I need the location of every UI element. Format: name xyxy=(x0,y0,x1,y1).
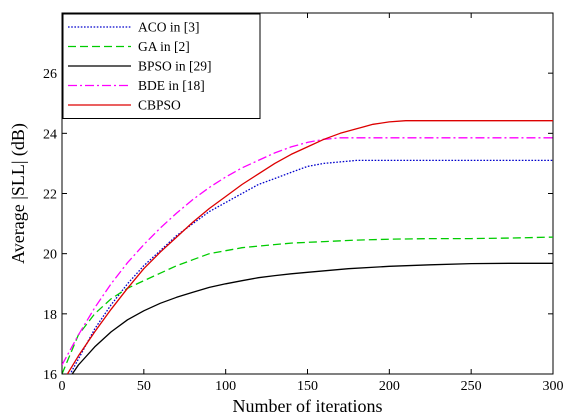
legend-label-1: ACO in [3] xyxy=(138,20,200,35)
x-tick-label: 250 xyxy=(461,379,482,394)
x-tick-label: 0 xyxy=(59,379,66,394)
x-axis-label: Number of iterations xyxy=(233,396,383,416)
x-tick-label: 150 xyxy=(297,379,318,394)
y-tick-label: 18 xyxy=(43,308,57,323)
series-line-2 xyxy=(62,236,553,374)
x-tick-label: 300 xyxy=(543,379,563,394)
series-layer xyxy=(62,120,553,374)
series-line-3 xyxy=(71,262,553,374)
series-line-5 xyxy=(66,120,553,374)
y-tick-label: 20 xyxy=(43,248,57,263)
y-axis-label: Average |SLL| (dB) xyxy=(8,123,29,264)
legend: ACO in [3] GA in [2] BPSO in [29] BDE in [1… xyxy=(62,13,261,119)
legend-label-3: BPSO in [29] xyxy=(138,59,212,74)
y-tick-label: 16 xyxy=(43,368,57,383)
tick-layer: 0 50 100 150 200 250 300 16 18 20 22 24 26 xyxy=(43,13,563,394)
x-tick-label: 100 xyxy=(215,379,236,394)
y-tick-label: 24 xyxy=(43,127,57,142)
x-tick-label: 200 xyxy=(379,379,400,394)
y-tick-label: 22 xyxy=(43,188,57,203)
legend-label-5: CBPSO xyxy=(138,98,181,113)
series-line-4 xyxy=(62,137,553,366)
x-tick-label: 50 xyxy=(137,379,151,394)
y-tick-label: 26 xyxy=(43,67,57,82)
legend-label-4: BDE in [18] xyxy=(138,78,205,93)
legend-label-2: GA in [2] xyxy=(138,39,190,54)
